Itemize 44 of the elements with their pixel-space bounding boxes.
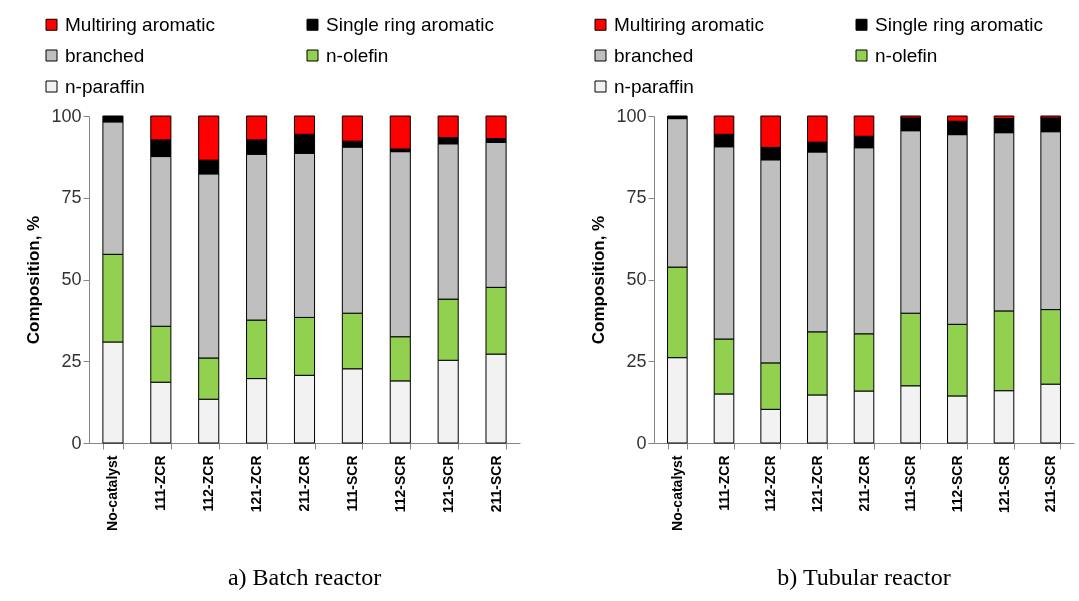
y-tick-label: 100 (51, 105, 82, 126)
y-axis-title: Composition, % (24, 215, 44, 345)
x-tick-label: 121-SCR (439, 455, 456, 514)
y-tick-label: 75 (61, 187, 82, 208)
x-tick-label: 121-ZCR (808, 455, 825, 513)
bar (485, 115, 507, 140)
y-tick-label: 50 (61, 269, 82, 289)
x-tick-label: 111-SCR (343, 455, 360, 512)
y-tick-label: 25 (61, 350, 82, 371)
y-tick-label: 0 (636, 432, 647, 453)
legend-label: branched (614, 44, 694, 66)
legend-label: n-olefin (875, 44, 938, 66)
legend-label: n-paraffin (614, 75, 694, 97)
x-tick-label: 112-SCR (948, 455, 965, 513)
text: b) Tubular reactor (777, 564, 951, 591)
y-tick-label: 100 (616, 105, 647, 126)
y-tick-label: 75 (626, 187, 647, 208)
x-tick-label: 112-SCR (391, 455, 408, 513)
x-tick-label: 211-SCR (487, 455, 504, 513)
x-tick-label: No-catalyst (104, 455, 121, 531)
y-tick-label: 25 (626, 350, 647, 371)
legend-label: n-paraffin (65, 75, 145, 97)
x-tick-label: 211-ZCR (296, 455, 312, 512)
x-tick-label: 121-SCR (995, 455, 1012, 514)
x-tick-label: 112-ZCR (762, 455, 779, 512)
x-tick-label: 121-ZCR (248, 455, 265, 513)
x-tick-label: 211-SCR (1042, 455, 1059, 513)
y-tick-label: 0 (71, 432, 82, 453)
x-tick-label: No-catalyst (668, 455, 685, 531)
x-tick-label: 111-SCR (902, 455, 919, 512)
text: a) Batch reactor (227, 564, 382, 591)
legend-label: Multiring aromatic (614, 13, 764, 35)
y-tick-label: 50 (626, 269, 647, 289)
legend-label: Single ring aromatic (875, 13, 1043, 35)
x-tick-label: 111-ZCR (152, 455, 169, 511)
legend-label: Multiring aromatic (65, 13, 215, 35)
x-tick-label: 112-ZCR (200, 455, 217, 512)
bar (389, 115, 411, 150)
y-axis-title: Composition, % (589, 215, 609, 345)
legend-label: Single ring aromatic (326, 13, 494, 35)
x-tick-label: 111-ZCR (715, 455, 732, 511)
legend-label: n-olefin (326, 44, 389, 66)
legend-label: branched (65, 44, 145, 66)
x-tick-label: 211-ZCR (855, 455, 872, 512)
